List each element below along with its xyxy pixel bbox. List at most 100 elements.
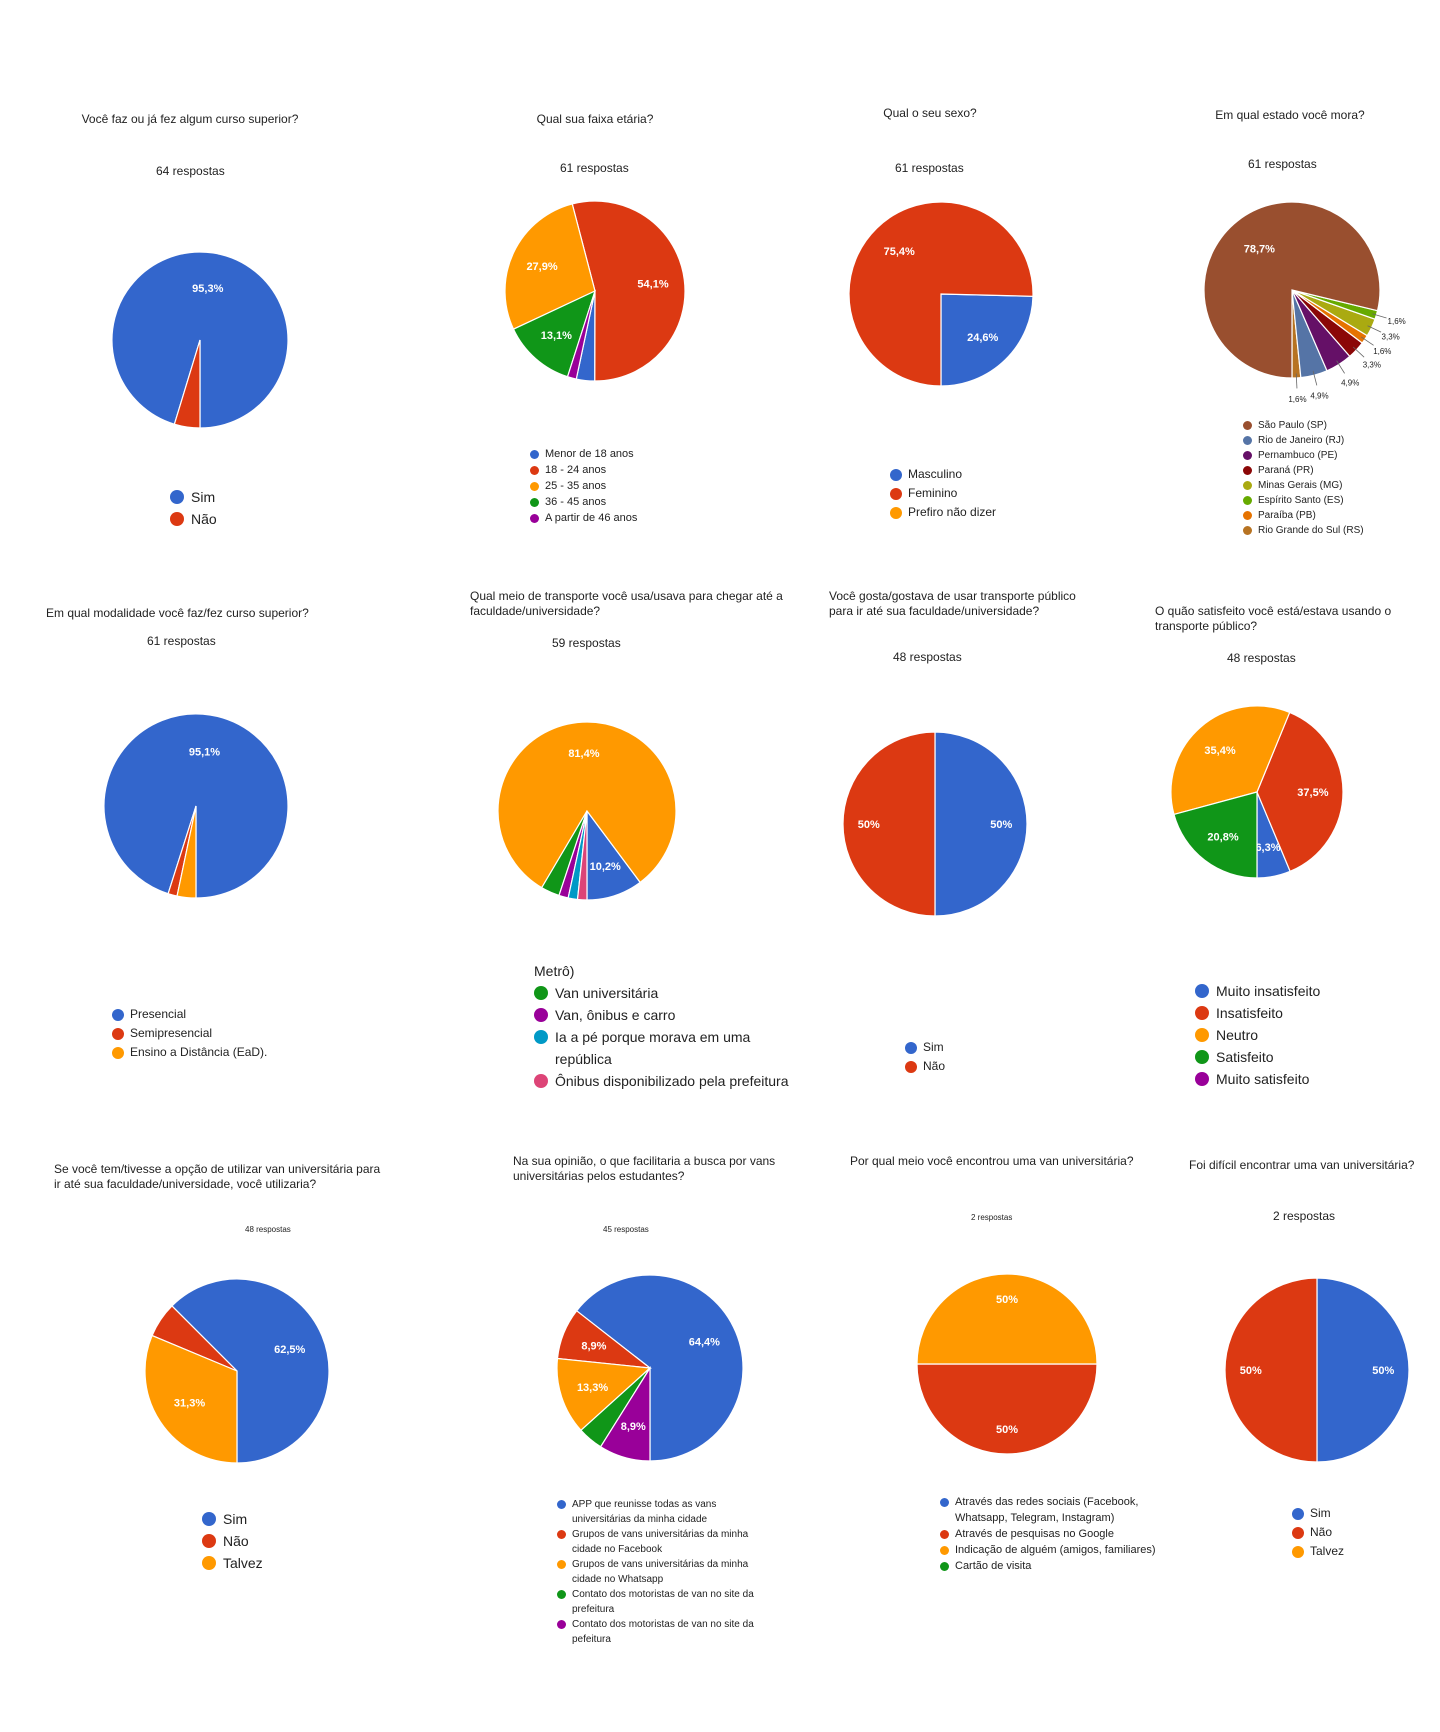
chart-subtitle: 2 respostas <box>1273 1209 1336 1223</box>
label-leader <box>1367 325 1382 333</box>
legend-label: Ônibus disponibilizado pela prefeitura <box>555 1073 789 1089</box>
legend-swatch <box>557 1560 566 1569</box>
legend-swatch <box>1195 984 1209 998</box>
legend-label: Através de pesquisas no Google <box>955 1528 1114 1540</box>
legend-swatch <box>1243 496 1252 505</box>
pie-slice <box>566 290 596 380</box>
pie-slice <box>171 1278 330 1464</box>
legend-item: Não <box>202 1530 263 1552</box>
pie-chart: 95,3% <box>111 251 289 429</box>
slice-label: 54,1% <box>637 279 668 291</box>
slice-label: 50% <box>996 1424 1018 1436</box>
legend-item: Minas Gerais (MG) <box>1243 478 1364 493</box>
chart-subtitle: 61 respostas <box>560 161 629 175</box>
legend-item: São Paulo (SP) <box>1243 418 1364 433</box>
legend-item: Prefiro não dizer <box>890 503 996 522</box>
chart-subtitle: 48 respostas <box>1227 651 1296 665</box>
label-leader <box>1295 373 1298 389</box>
legend-label: Satisfeito <box>1216 1049 1274 1065</box>
legend-label: Sim <box>223 1511 248 1527</box>
slice-label: 1,6% <box>1388 317 1406 326</box>
chart-title: Qual o seu sexo? <box>883 106 977 120</box>
legend-label: Sim <box>191 489 216 505</box>
legend-label: Menor de 18 anos <box>545 448 634 460</box>
legend-swatch <box>530 498 539 507</box>
pie-slice <box>144 1334 238 1464</box>
legend-swatch <box>1243 451 1252 460</box>
pie-slice <box>556 1357 652 1432</box>
legend-item: Presencial <box>112 1005 267 1024</box>
legend-label: 25 - 35 anos <box>545 480 607 492</box>
legend-swatch <box>1243 481 1252 490</box>
legend-swatch <box>534 1074 548 1088</box>
legend-swatch <box>557 1620 566 1629</box>
chart-title: Na sua opinião, o que facilitaria a busc… <box>513 1154 776 1183</box>
legend-label: Ia a pé porque morava em uma república <box>555 1029 751 1067</box>
legend-item: Rio de Janeiro (RJ) <box>1243 433 1364 448</box>
legend-item: Rio Grande do Sul (RS) <box>1243 523 1364 538</box>
pie-slice <box>1173 791 1258 879</box>
chart-title: Em qual estado você mora? <box>1215 108 1365 122</box>
legend-item: Ônibus disponibilizado pela prefeitura <box>534 1070 814 1092</box>
legend-label: Semipresencial <box>130 1026 213 1040</box>
slice-label: 4,9% <box>1341 378 1359 387</box>
pie-chart: 95,1% <box>103 713 289 899</box>
pie-slice <box>842 731 936 917</box>
slice-label: 10,2% <box>590 861 621 873</box>
pie-slice <box>173 339 201 429</box>
legend-item: Sim <box>170 486 217 508</box>
legend-item: Não <box>1292 1523 1344 1542</box>
chart-legend: Presencial Semipresencial Ensino a Distâ… <box>112 1005 267 1062</box>
legend-item: Feminino <box>890 484 996 503</box>
legend-swatch <box>1243 466 1252 475</box>
legend-item: Van universitária <box>534 982 814 1004</box>
legend-label: Neutro <box>1216 1027 1259 1043</box>
chart-subtitle: 59 respostas <box>552 636 621 650</box>
legend-label: Presencial <box>130 1007 187 1021</box>
legend-item: 36 - 45 anos <box>530 494 637 510</box>
legend-label: Contato dos motoristas de van no site da… <box>572 1589 754 1615</box>
chart-subtitle: 45 respostas <box>603 1225 649 1234</box>
legend-swatch <box>1195 1050 1209 1064</box>
legend-swatch <box>170 490 184 504</box>
legend-label: A partir de 46 anos <box>545 512 638 524</box>
legend-label: Talvez <box>1310 1544 1345 1558</box>
legend-swatch <box>1243 436 1252 445</box>
legend-item: Grupos de vans universitárias da minha c… <box>557 1527 777 1557</box>
legend-swatch <box>940 1498 949 1507</box>
legend-swatch <box>1195 1072 1209 1086</box>
pie-slice <box>916 1273 1098 1365</box>
legend-item: Paraná (PR) <box>1243 463 1364 478</box>
pie-chart: 50% 50% <box>916 1273 1098 1455</box>
slice-label: 95,3% <box>192 283 223 295</box>
legend-swatch <box>905 1042 917 1054</box>
legend-item: Cartão de visita <box>940 1558 1170 1574</box>
legend-swatch <box>557 1590 566 1599</box>
legend-label: Não <box>1310 1525 1333 1539</box>
legend-swatch <box>890 507 902 519</box>
legend-item: Através de pesquisas no Google <box>940 1526 1170 1542</box>
label-leader <box>1312 370 1318 386</box>
legend-item: Contato dos motoristas de van no site da… <box>557 1617 777 1647</box>
pie-chart: 54,1% 27,9% 13,1% <box>504 200 686 382</box>
slice-label: 24,6% <box>967 332 998 344</box>
slice-label: 27,9% <box>526 261 557 273</box>
legend-item: APP que reunisse todas as vans universit… <box>557 1497 777 1527</box>
pie-slice <box>504 203 596 330</box>
legend-item: Espírito Santo (ES) <box>1243 493 1364 508</box>
slice-label: 35,4% <box>1204 745 1235 757</box>
legend-item: 18 - 24 anos <box>530 462 637 478</box>
chart-legend: São Paulo (SP) Rio de Janeiro (RJ) Perna… <box>1243 418 1364 538</box>
legend-item: Através das redes sociais (Facebook, Wha… <box>940 1494 1170 1526</box>
legend-swatch <box>557 1500 566 1509</box>
legend-label: Prefiro não dizer <box>908 505 997 519</box>
pie-slice <box>599 1365 651 1462</box>
pie-slice <box>576 810 588 901</box>
legend-label: Rio Grande do Sul (RS) <box>1258 525 1364 536</box>
label-leader <box>1336 360 1345 374</box>
legend-item: 25 - 35 anos <box>530 478 637 494</box>
pie-slice <box>1224 1277 1318 1463</box>
chart-subtitle: 61 respostas <box>147 634 216 648</box>
legend-label: Pernambuco (PE) <box>1258 450 1338 461</box>
legend-swatch <box>940 1562 949 1571</box>
